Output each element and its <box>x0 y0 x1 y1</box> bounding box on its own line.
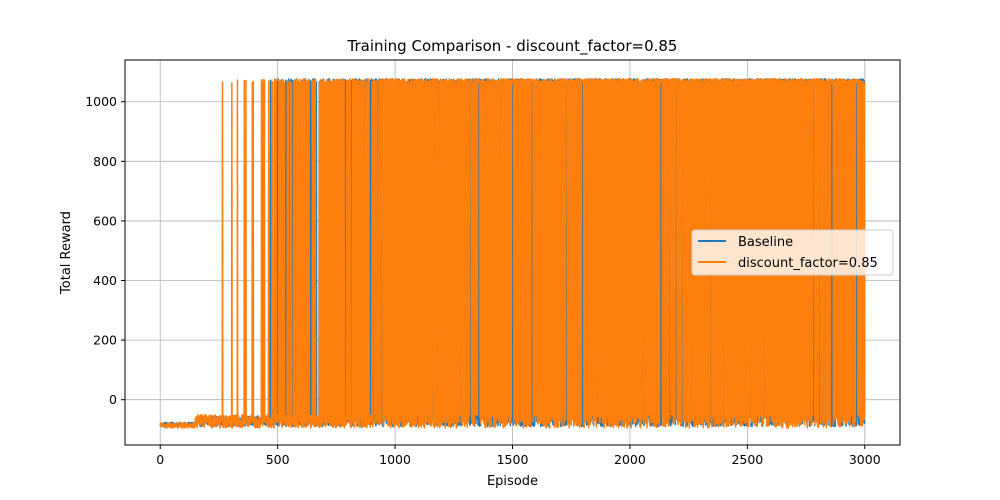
legend-label-discount-factor: discount_factor=0.85 <box>738 256 878 271</box>
legend-box <box>691 229 894 276</box>
series-layer <box>159 78 866 429</box>
y-tick-label: 800 <box>93 154 117 169</box>
y-tick-label: 200 <box>93 333 117 348</box>
series-line-1 <box>159 78 866 429</box>
x-tick-label: 1500 <box>497 452 529 467</box>
y-axis-label: Total Reward <box>59 211 74 295</box>
y-tick-label: 0 <box>109 392 117 407</box>
x-tick-label: 3000 <box>849 452 881 467</box>
y-tick-label: 1000 <box>85 94 117 109</box>
x-axis-label: Episode <box>487 474 538 489</box>
chart-title: Training Comparison - discount_factor=0.… <box>347 37 678 56</box>
x-tick-label: 0 <box>156 452 164 467</box>
x-tick-label: 1000 <box>379 452 411 467</box>
x-tick-label: 2000 <box>614 452 646 467</box>
x-axis-ticks: 0 500 1000 1500 2000 2500 3000 <box>156 445 881 467</box>
legend-label-baseline: Baseline <box>738 235 793 250</box>
y-axis-ticks: 0 200 400 600 800 1000 <box>85 94 125 407</box>
y-tick-label: 400 <box>93 273 117 288</box>
y-tick-label: 600 <box>93 213 117 228</box>
legend: Baseline discount_factor=0.85 <box>691 229 894 276</box>
x-tick-label: 500 <box>266 452 290 467</box>
x-tick-label: 2500 <box>731 452 763 467</box>
